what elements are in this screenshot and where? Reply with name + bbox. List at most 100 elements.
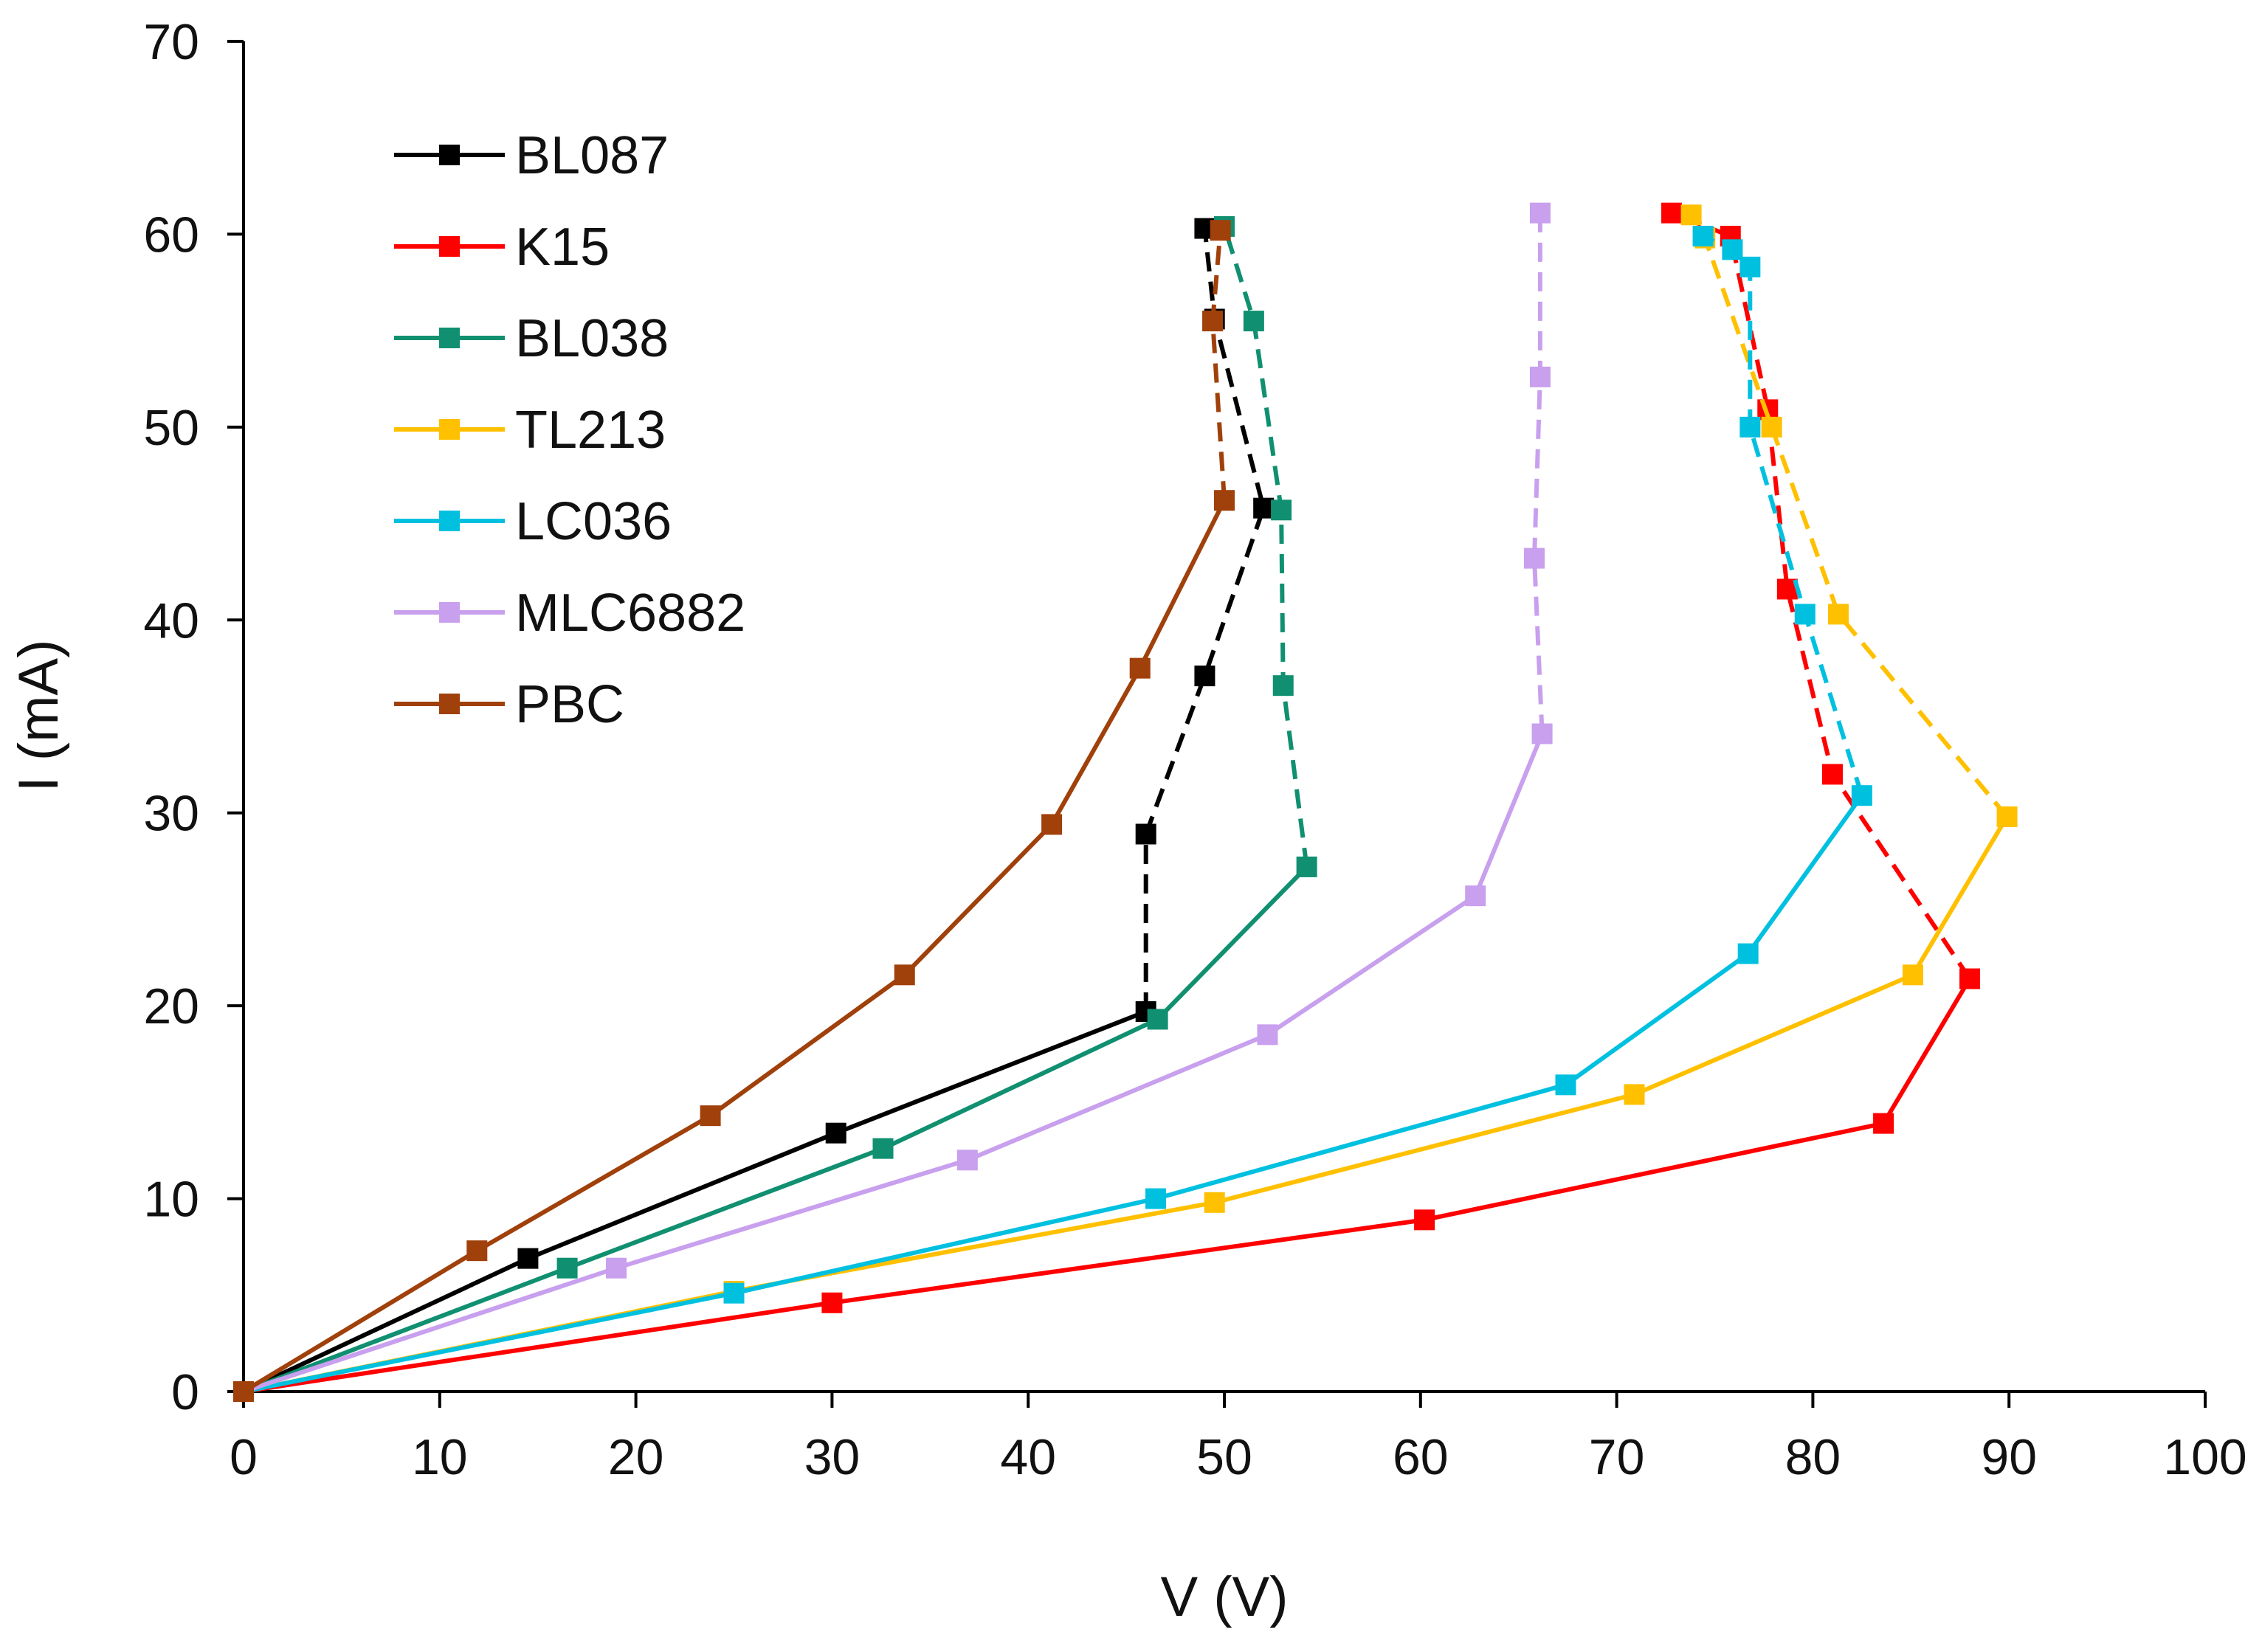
- series-pbc-point-0: [233, 1381, 254, 1402]
- series-lc036-dashed-line: [1702, 234, 1864, 797]
- series-bl038-point-6: [1271, 500, 1292, 521]
- series-k15-point-1: [821, 1292, 843, 1313]
- series-pbc: [233, 220, 1235, 1402]
- legend-marker-bl038: [439, 328, 460, 348]
- series-bl087-point-2: [825, 1122, 846, 1144]
- series-k15-point-2: [1414, 1209, 1435, 1231]
- legend-label-lc036: LC036: [515, 492, 672, 551]
- series-lc036-point-5: [1851, 785, 1872, 806]
- series-k15-point-9: [1661, 202, 1683, 224]
- series-layer: [233, 202, 2018, 1402]
- series-tl213-point-6: [1827, 604, 1849, 625]
- x-tick-label-90: 90: [1981, 1429, 2037, 1485]
- series-pbc-point-7: [1202, 311, 1224, 332]
- legend-item-lc036: LC036: [394, 492, 672, 551]
- legend-label-mlc6882: MLC6882: [515, 584, 745, 643]
- x-tick-label-20: 20: [608, 1429, 664, 1485]
- x-tick-label-0: 0: [230, 1429, 258, 1485]
- series-mlc6882-point-4: [1465, 885, 1486, 907]
- legend-marker-pbc: [439, 694, 460, 714]
- legend-label-tl213: TL213: [515, 401, 666, 460]
- y-tick-label-50: 50: [143, 400, 199, 456]
- series-tl213-point-3: [1624, 1084, 1645, 1105]
- series-mlc6882-point-3: [1257, 1024, 1278, 1046]
- series-bl038: [233, 215, 1317, 1402]
- x-tick-label-40: 40: [1000, 1429, 1056, 1485]
- series-lc036-point-1: [723, 1282, 745, 1304]
- series-pbc-dashed-line: [1210, 229, 1227, 501]
- y-tick-label-10: 10: [143, 1172, 199, 1228]
- x-tick-label-10: 10: [412, 1429, 468, 1485]
- series-lc036-point-9: [1722, 239, 1743, 260]
- series-pbc-point-1: [466, 1240, 488, 1262]
- series-mlc6882-point-7: [1529, 366, 1551, 387]
- y-tick-label-0: 0: [171, 1364, 199, 1420]
- x-tick-label-60: 60: [1393, 1429, 1449, 1485]
- x-tick-label-30: 30: [804, 1429, 861, 1485]
- legend-item-bl087: BL087: [394, 126, 669, 185]
- series-mlc6882-point-5: [1531, 723, 1553, 744]
- series-bl087-point-6: [1253, 497, 1275, 519]
- series-lc036-point-4: [1737, 943, 1759, 964]
- series-bl087-dashed-line: [1143, 228, 1266, 1012]
- y-ticks: 0 10 20 30 40 50 60 70: [143, 14, 244, 1420]
- series-bl038-dashed-line: [1222, 226, 1309, 868]
- series-bl038-point-1: [556, 1257, 578, 1279]
- series-k15-point-5: [1821, 764, 1843, 785]
- series-mlc6882-solid-line: [243, 733, 1545, 1394]
- series-lc036-point-7: [1739, 416, 1761, 438]
- series-bl038-point-4: [1296, 856, 1317, 877]
- legend-marker-tl213: [439, 419, 460, 440]
- series-bl087-point-1: [517, 1248, 539, 1269]
- series-mlc6882-point-2: [956, 1150, 978, 1171]
- series-mlc6882-dashed-line: [1532, 212, 1545, 734]
- x-ticks: 0 10 20 30 40 50 60 70 80 90 100: [230, 1392, 2247, 1485]
- legend-marker-bl087: [439, 145, 460, 165]
- y-tick-label-70: 70: [143, 14, 199, 70]
- x-tick-label-70: 70: [1589, 1429, 1645, 1485]
- series-tl213-point-4: [1902, 964, 1923, 986]
- series-k15-dashed-line: [1670, 210, 1972, 981]
- x-tick-label-80: 80: [1785, 1429, 1841, 1485]
- series-bl038-point-7: [1243, 311, 1264, 332]
- legend-item-mlc6882: MLC6882: [394, 584, 745, 643]
- series-tl213-point-5: [1996, 806, 2018, 827]
- series-pbc-point-8: [1210, 220, 1231, 241]
- series-lc036-point-6: [1794, 604, 1816, 625]
- legend-label-k15: K15: [515, 218, 610, 277]
- series-lc036: [233, 226, 1872, 1402]
- series-mlc6882: [233, 202, 1553, 1402]
- y-tick-label-20: 20: [143, 978, 199, 1034]
- y-tick-label-30: 30: [143, 786, 199, 842]
- series-k15-point-4: [1959, 968, 1981, 989]
- legend-label-bl087: BL087: [515, 126, 669, 185]
- legend-marker-lc036: [439, 511, 460, 531]
- series-bl038-point-2: [872, 1138, 894, 1159]
- legend-item-pbc: PBC: [394, 675, 624, 734]
- series-bl038-point-3: [1147, 1009, 1168, 1030]
- series-lc036-point-10: [1692, 226, 1714, 247]
- x-tick-label-50: 50: [1196, 1429, 1252, 1485]
- series-lc036-point-8: [1739, 256, 1761, 277]
- series-tl213-point-7: [1761, 416, 1782, 438]
- series-pbc-point-6: [1214, 490, 1235, 511]
- y-tick-label-60: 60: [143, 207, 199, 263]
- series-mlc6882-point-6: [1523, 547, 1545, 569]
- y-tick-label-40: 40: [143, 592, 199, 649]
- series-mlc6882-point-1: [606, 1257, 627, 1279]
- series-pbc-point-4: [1041, 814, 1063, 835]
- legend-item-tl213: TL213: [394, 401, 666, 460]
- series-lc036-point-3: [1555, 1074, 1576, 1096]
- series-tl213-point-2: [1204, 1192, 1225, 1213]
- x-tick-label-100: 100: [2163, 1429, 2247, 1485]
- legend-item-k15: K15: [394, 218, 610, 277]
- series-mlc6882-point-8: [1529, 202, 1551, 224]
- series-tl213-dashed-line: [1689, 213, 2009, 818]
- legend-label-pbc: PBC: [515, 675, 624, 734]
- legend-label-bl038: BL038: [515, 309, 669, 368]
- series-pbc-point-2: [700, 1105, 721, 1127]
- legend-marker-mlc6882: [439, 602, 460, 623]
- series-k15-solid-line: [243, 977, 1972, 1394]
- series-tl213-point-9: [1680, 204, 1702, 226]
